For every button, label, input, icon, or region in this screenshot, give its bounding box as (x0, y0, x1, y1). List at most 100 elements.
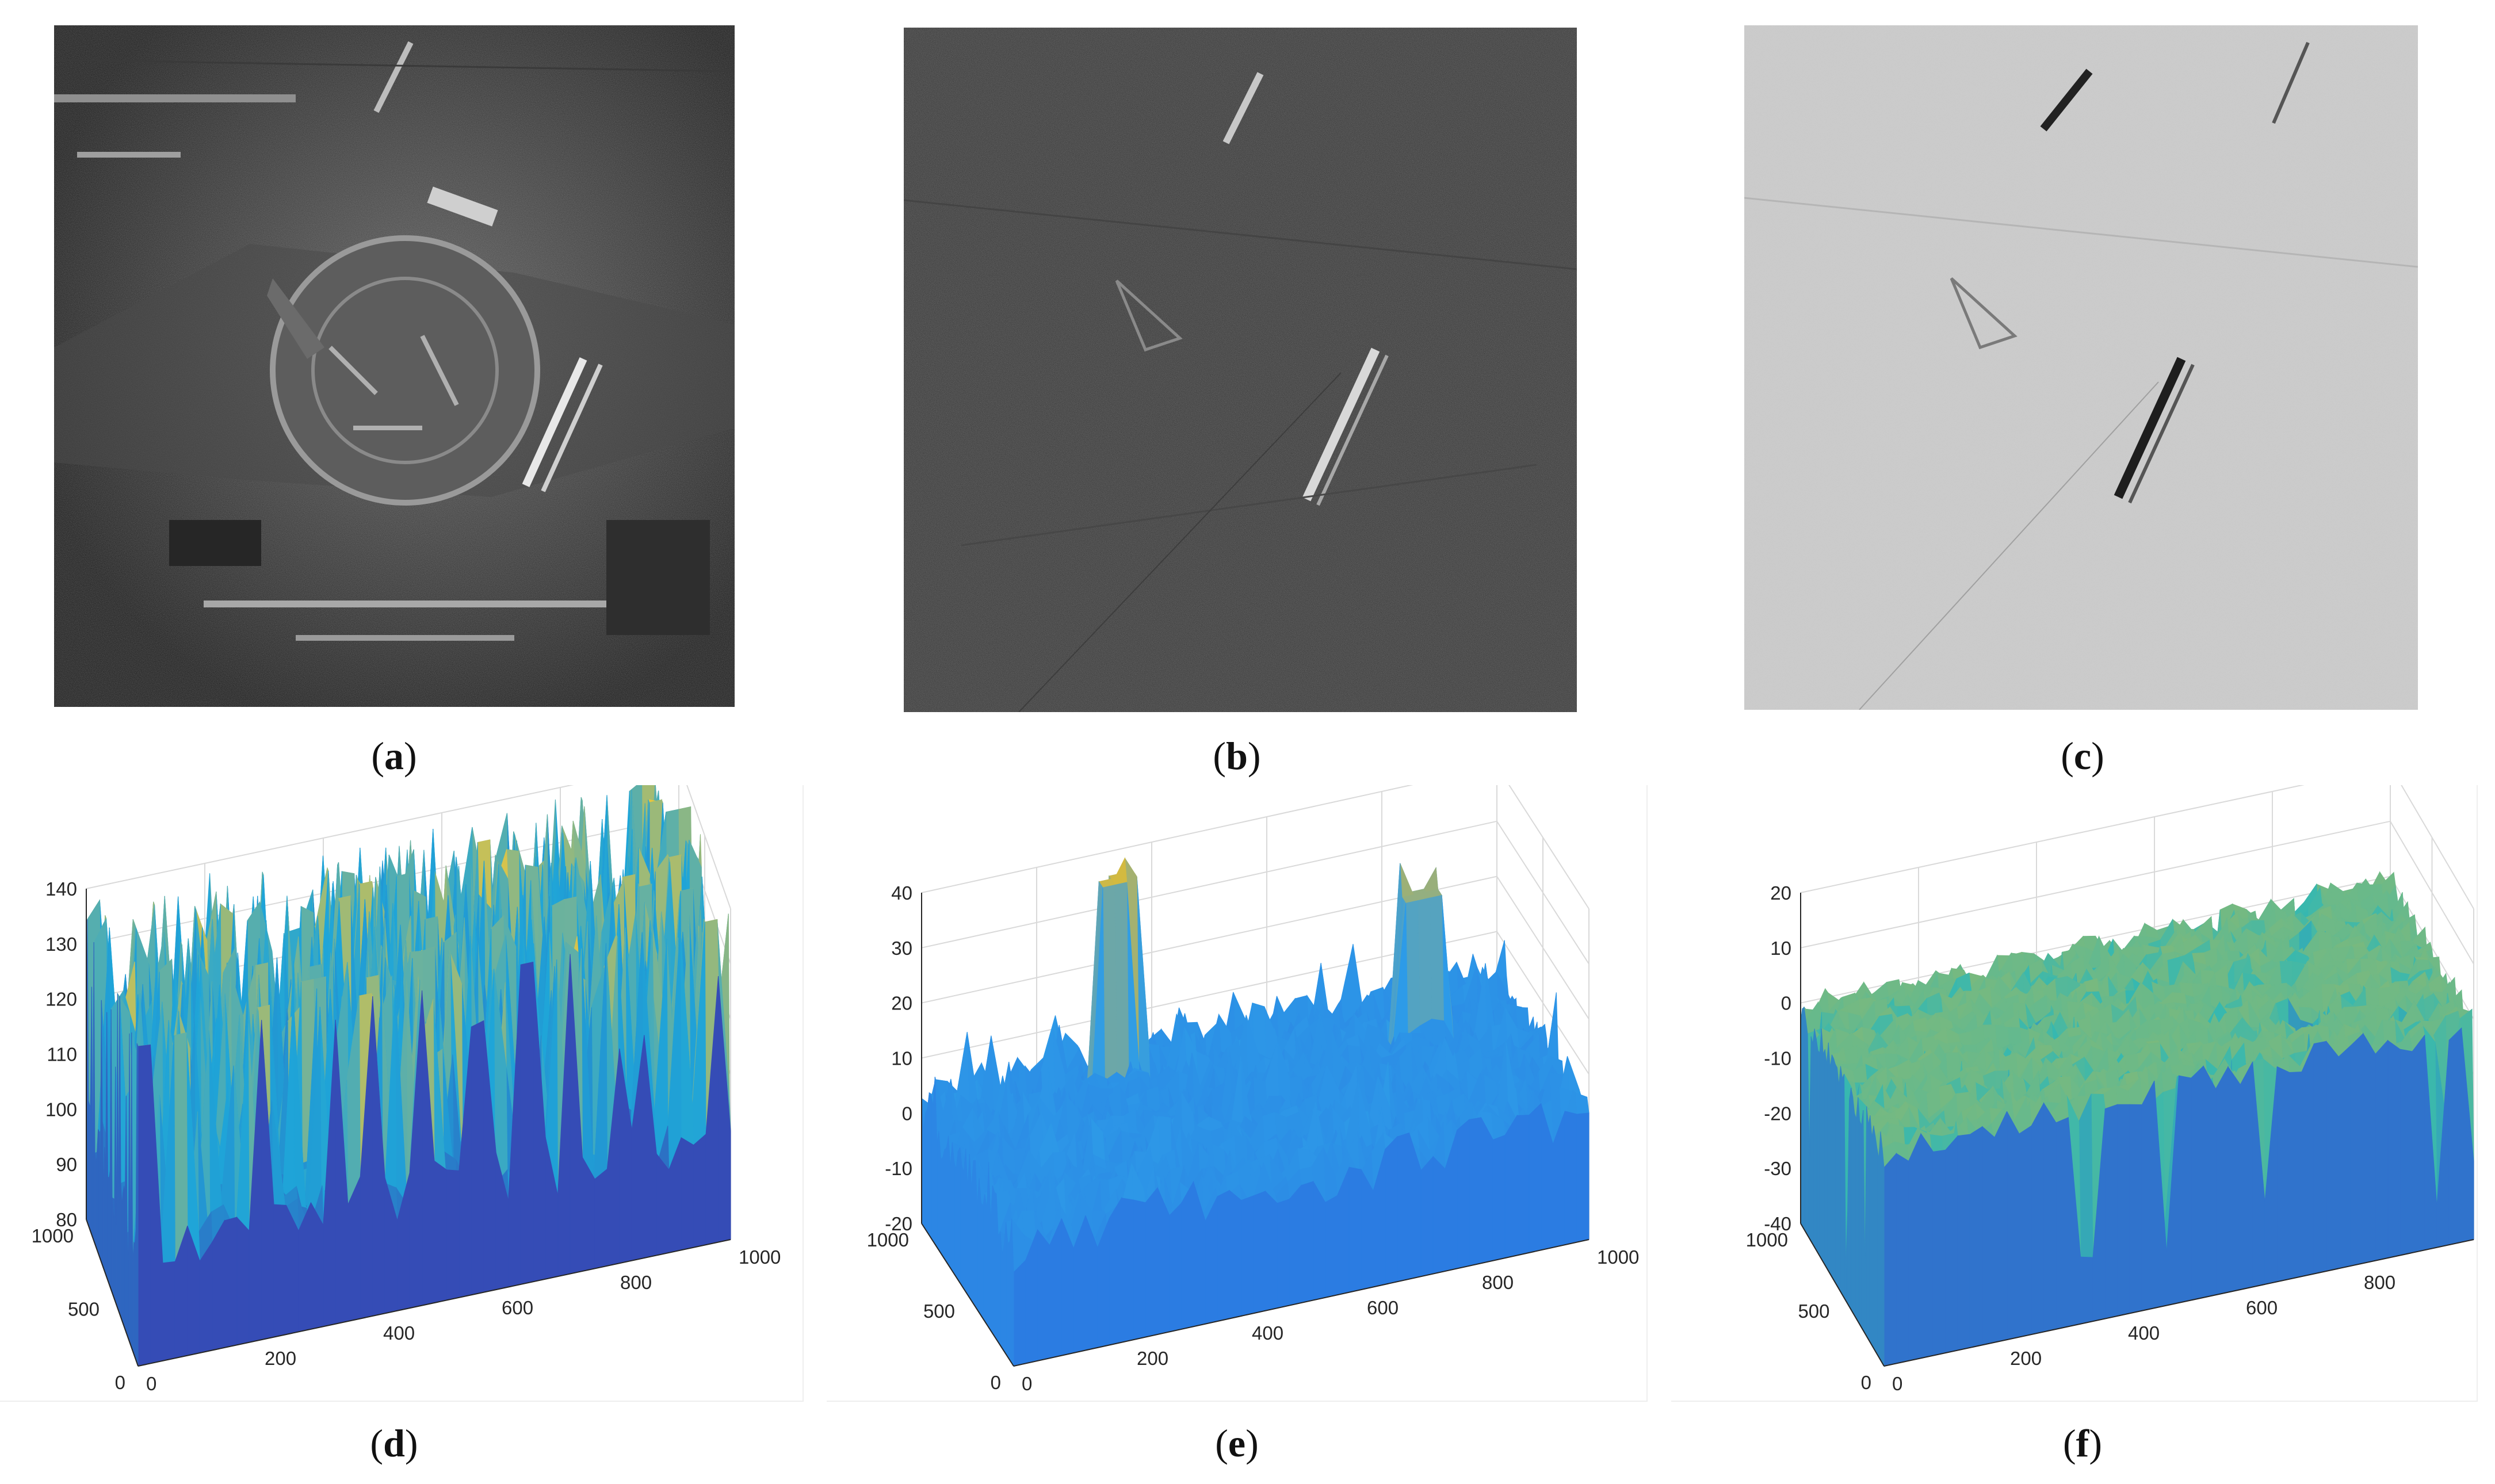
surface-plot-d: 0 200 400 600 800 1000 0 500 1000 80 90 100 110 120 13… (0, 785, 804, 1402)
skirt-cell (957, 1147, 961, 1284)
skirt-cell (992, 1185, 995, 1338)
skirt-cell (1301, 1181, 1314, 1303)
surface-plot-f: 0200400600800100005001000-40-30-20-10010… (1671, 785, 2478, 1402)
skirt-cell (1313, 1180, 1326, 1301)
x-axis (1013, 1239, 1590, 1367)
y-axis (86, 1219, 139, 1367)
surface-cell (1340, 943, 1355, 1026)
skirt-cell (1009, 1219, 1012, 1364)
x-tick-label: 400 (1252, 1322, 1283, 1344)
skirt-cell (1109, 1196, 1122, 1345)
x-tick-label: 0 (146, 1373, 156, 1394)
z-tick-label: 140 (45, 878, 77, 900)
skirt-cell (1576, 1112, 1590, 1243)
skirt-cell (1013, 1259, 1026, 1367)
z-tick-label: -10 (885, 1158, 912, 1179)
x-tick-label: 1000 (1597, 1246, 1639, 1268)
skirt-cell (310, 1202, 324, 1330)
surface-plot-d-svg: 0200400600800100005001000809010011012013… (32, 785, 781, 1394)
z-tick-label: -20 (885, 1213, 912, 1234)
surface-plot-f-svg: 0200400600800100005001000-40-30-20-10010… (1746, 785, 2474, 1394)
grid-line (921, 785, 1590, 909)
skirt-cell (929, 1092, 932, 1240)
surface-cell (1575, 1092, 1590, 1115)
grid-line (1800, 785, 2474, 909)
sar-image-a (54, 25, 735, 707)
surface-cell (173, 1032, 188, 1262)
skirt-cell (681, 1137, 694, 1250)
skirt-cell (137, 1044, 151, 1367)
skirt-cell (1397, 1132, 1409, 1282)
skirt-cell (1481, 1117, 1493, 1264)
axes: 0200400600800100005001000809010011012013… (32, 878, 781, 1394)
x-tick-label: 800 (620, 1272, 652, 1293)
skirt-cell (199, 1241, 213, 1353)
y-tick-label: 1000 (867, 1229, 909, 1250)
y-tick-label: 0 (115, 1372, 125, 1393)
y-tick-label: 500 (68, 1299, 100, 1320)
surface-cell (1400, 863, 1415, 898)
y-tick-label: 0 (991, 1372, 1001, 1393)
skirt-cell (1504, 1114, 1518, 1259)
skirt-cell (1361, 1168, 1374, 1290)
surface-cell (1429, 894, 1445, 1022)
y-tick-label: 1000 (32, 1225, 74, 1246)
grid-line (86, 785, 731, 909)
y-axis (921, 1223, 1014, 1367)
skirt-cell (1133, 1199, 1146, 1340)
z-tick-label: 20 (891, 993, 912, 1014)
sar-image-b (904, 28, 1577, 712)
panel-label-b: (b) (1213, 734, 1261, 778)
skirt-cell (434, 1160, 447, 1303)
z-tick-label: 110 (47, 1044, 77, 1065)
surface-cell (1405, 900, 1420, 1035)
x-tick-label: 600 (502, 1297, 533, 1318)
z-tick-label: 100 (45, 1099, 77, 1120)
skirt-cell (1385, 1136, 1398, 1285)
skirt-cell (236, 1216, 250, 1345)
skirt-cell (520, 961, 534, 1285)
sar-image-c (1744, 25, 2418, 710)
grid-line (1800, 820, 2474, 965)
surface-cell (1114, 882, 1129, 1081)
surface-plot-e: 0 200 400 600 800 1000 0 500 1000 -20 -10 0 10 20 30 40 (827, 785, 1648, 1402)
x-axis (137, 1239, 731, 1367)
skirt-cell (1121, 1198, 1134, 1343)
skirt-cell (224, 1217, 238, 1348)
skirt-cell (1289, 1184, 1302, 1306)
skirt-cell (471, 1020, 484, 1295)
skirt-cell (963, 1149, 966, 1293)
skirt-cell (1492, 1134, 1506, 1261)
skirt-cell (1037, 1229, 1050, 1361)
skirt-cell (1348, 1166, 1362, 1293)
skirt-cell (1529, 1103, 1542, 1253)
skirt-cell (1432, 1156, 1446, 1275)
z-tick-label: 120 (45, 989, 77, 1010)
skirt-cell (1457, 1119, 1470, 1269)
skirt-cell (946, 1135, 949, 1267)
skirt-cell (1217, 1190, 1230, 1322)
skirt-cell (162, 1261, 175, 1361)
skirt-cell (1325, 1195, 1338, 1298)
z-tick-label: 30 (891, 938, 912, 959)
skirt-cell (1469, 1117, 1481, 1267)
skirt-cell (1181, 1180, 1194, 1330)
x-tick-label: 0 (1022, 1373, 1032, 1394)
z-tick-label: 10 (891, 1048, 912, 1069)
surface-cell (1417, 897, 1432, 1027)
skirt-cell (980, 1202, 984, 1320)
surface-cell (1297, 1148, 1312, 1171)
skirt-cell (273, 1204, 286, 1338)
skirt-cell (1003, 1222, 1007, 1356)
skirt-cell (940, 1157, 943, 1257)
skirt-cell (1253, 1191, 1266, 1314)
z-tick-label: 80 (56, 1209, 77, 1230)
x-tick-label: 1000 (739, 1246, 781, 1268)
surface-cell (1112, 857, 1128, 886)
skirt-cell (1516, 1115, 1530, 1256)
skirt-cell (923, 1113, 926, 1231)
skirt-cell (446, 1169, 460, 1301)
surface-cell (1423, 866, 1439, 893)
